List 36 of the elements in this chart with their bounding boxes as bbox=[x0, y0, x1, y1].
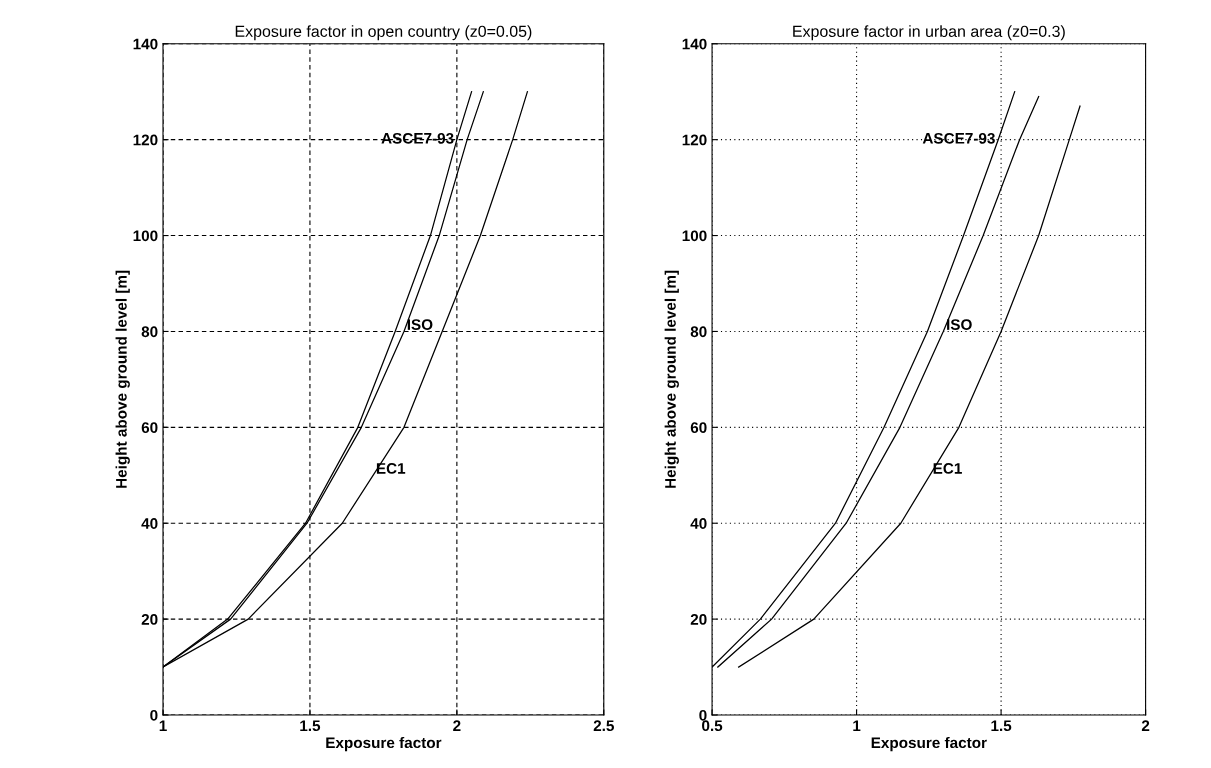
x-tick-label: 1 bbox=[159, 720, 167, 731]
series-label: ASCE7-93 bbox=[381, 132, 454, 144]
y-axis-title: Height above ground level [m] bbox=[664, 270, 679, 488]
y-tick-label: 100 bbox=[682, 230, 707, 242]
y-tick-label: 60 bbox=[141, 422, 158, 434]
y-axis-title: Height above ground level [m] bbox=[115, 270, 130, 488]
x-tick-label: 2.5 bbox=[593, 720, 614, 732]
y-tick-label: 20 bbox=[141, 613, 158, 625]
x-tick-label: 1.5 bbox=[300, 720, 321, 732]
x-tick-label: 1.5 bbox=[991, 720, 1012, 732]
chart-title: Exposure factor in urban area (z0=0.3) bbox=[793, 25, 1065, 41]
y-tick-label: 0 bbox=[699, 709, 707, 721]
y-tick-label: 120 bbox=[682, 134, 707, 146]
series-label: ASCE7-93 bbox=[922, 132, 995, 144]
y-tick-label: 120 bbox=[133, 134, 158, 146]
x-tick-label: 1 bbox=[853, 720, 861, 731]
x-tick-label: 2 bbox=[453, 720, 461, 731]
series-label: ISO bbox=[407, 319, 433, 330]
series-label: ISO bbox=[947, 319, 972, 330]
x-axis-title: Exposure factor bbox=[871, 736, 987, 752]
x-tick-label: 0.5 bbox=[702, 720, 723, 732]
y-tick-label: 140 bbox=[682, 38, 707, 50]
series-label: EC1 bbox=[933, 463, 962, 474]
x-axis-title: Exposure factor bbox=[326, 736, 442, 752]
chart-title: Exposure factor in open country (z0=0.05) bbox=[235, 25, 532, 41]
y-tick-label: 80 bbox=[690, 326, 707, 338]
y-tick-label: 100 bbox=[133, 230, 158, 242]
y-tick-label: 40 bbox=[690, 518, 707, 529]
series-label: EC1 bbox=[376, 463, 406, 474]
y-tick-label: 40 bbox=[141, 518, 158, 529]
y-tick-label: 60 bbox=[690, 422, 707, 434]
y-tick-label: 140 bbox=[133, 38, 158, 50]
x-tick-label: 2 bbox=[1141, 720, 1150, 731]
y-tick-label: 0 bbox=[150, 709, 158, 721]
y-tick-label: 80 bbox=[141, 326, 158, 338]
y-tick-label: 20 bbox=[690, 613, 707, 625]
